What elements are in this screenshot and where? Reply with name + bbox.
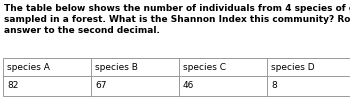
Text: 67: 67	[95, 82, 106, 91]
Text: species A: species A	[7, 63, 50, 72]
Text: species B: species B	[95, 63, 138, 72]
Text: 8: 8	[271, 82, 277, 91]
Text: The table below shows the number of individuals from 4 species of ground beetles: The table below shows the number of indi…	[4, 4, 350, 13]
Text: 82: 82	[7, 82, 18, 91]
Text: 46: 46	[183, 82, 194, 91]
Text: answer to the second decimal.: answer to the second decimal.	[4, 26, 160, 35]
Text: species C: species C	[183, 63, 226, 72]
Text: species D: species D	[271, 63, 315, 72]
Bar	[3, 58, 350, 96]
Text: sampled in a forest. What is the Shannon Index this community? Round  your: sampled in a forest. What is the Shannon…	[4, 15, 350, 24]
